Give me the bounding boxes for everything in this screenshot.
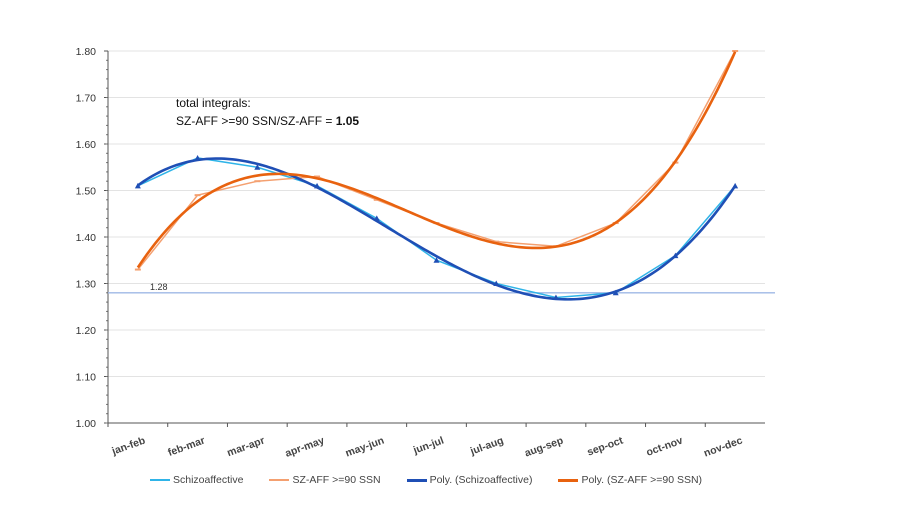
legend-label: Poly. (Schizoaffective) (429, 474, 533, 486)
x-tick-label: nov-dec (702, 434, 744, 459)
trendline-1 (136, 51, 737, 269)
y-tick-label: 1.00 (76, 418, 97, 430)
x-tick-label: jan-feb (109, 435, 146, 458)
legend-item-sz-aff: SZ-AFF >=90 SSN (269, 474, 381, 486)
x-tick-label: oct-nov (645, 434, 685, 458)
x-tick-label: sep-oct (586, 434, 626, 458)
legend-label: Schizoaffective (173, 474, 244, 486)
legend-swatch (150, 479, 170, 481)
y-tick-label: 1.70 (76, 93, 97, 105)
annotation-ratio-value: 1.05 (335, 114, 360, 128)
legend-item-schizoaffective: Schizoaffective (150, 474, 243, 486)
data-point (433, 257, 440, 263)
y-tick-label: 1.50 (76, 186, 97, 198)
x-tick-label: mar-apr (225, 435, 266, 460)
y-tick-label: 1.10 (76, 372, 97, 384)
x-tick-label: feb-mar (166, 435, 206, 459)
legend-label: Poly. (SZ-AFF >=90 SSN) (581, 474, 703, 486)
x-tick-label: apr-may (284, 434, 327, 459)
y-tick-label: 1.30 (76, 279, 97, 291)
annotation-line1: total integrals: (176, 96, 251, 110)
legend-swatch (269, 479, 290, 481)
x-tick-label: jun-jul (411, 435, 446, 457)
x-tick-label: aug-sep (523, 435, 565, 460)
data-point (254, 164, 261, 170)
trendline-0 (137, 157, 737, 301)
legend-swatch (558, 478, 579, 482)
legend: Schizoaffective SZ-AFF >=90 SSN Poly. (S… (150, 474, 702, 486)
reference-line-label: 1.28 (150, 282, 168, 292)
y-tick-label: 1.40 (76, 232, 97, 244)
legend-swatch (406, 478, 427, 482)
y-tick-label: 1.60 (76, 139, 97, 151)
legend-item-poly-schizoaffective: Poly. (Schizoaffective) (406, 474, 533, 486)
legend-label: SZ-AFF >=90 SSN (292, 474, 381, 486)
x-tick-label: may-jun (344, 435, 386, 460)
data-point (134, 182, 141, 189)
annotation-line2: SZ-AFF >=90 SSN/SZ-AFF = 1.05 (176, 114, 359, 128)
annotation-ratio-label: SZ-AFF >=90 SSN/SZ-AFF = (176, 114, 336, 128)
legend-item-poly-sz-aff: Poly. (SZ-AFF >=90 SSN) (558, 474, 702, 486)
y-tick-label: 1.80 (76, 46, 97, 58)
y-tick-label: 1.20 (76, 325, 97, 337)
x-tick-label: jul-aug (468, 435, 505, 458)
